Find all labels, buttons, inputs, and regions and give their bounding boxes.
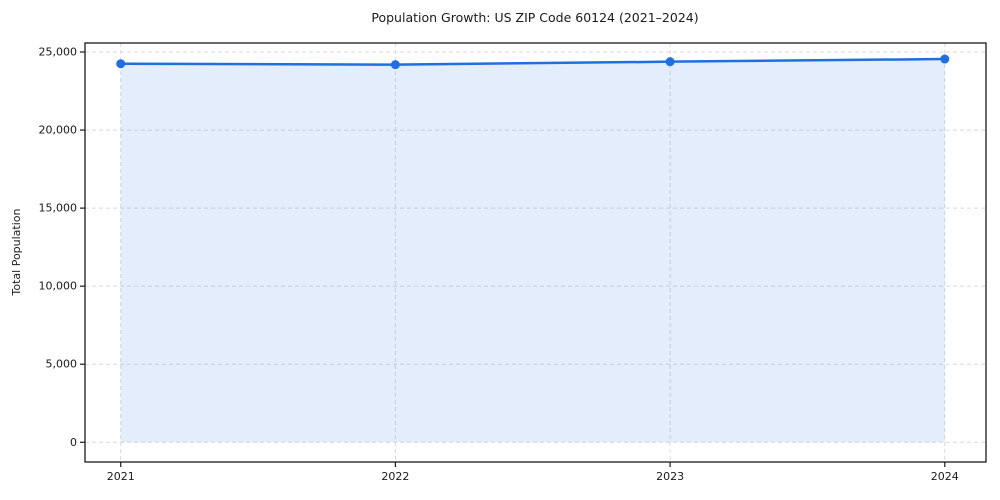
chart-title: Population Growth: US ZIP Code 60124 (20… (371, 10, 698, 25)
data-point-2022 (390, 60, 400, 70)
y-tick-label: 5,000 (46, 358, 78, 371)
y-tick-label: 15,000 (39, 202, 78, 215)
plot-area: 0 5,000 10,000 15,000 20,000 25,000 2021 2022 20… (39, 42, 987, 483)
x-tick-label: 2022 (381, 470, 409, 483)
trend-line (119, 57, 947, 66)
x-tick-label: 2024 (931, 470, 959, 483)
y-tick-label: 25,000 (39, 46, 78, 59)
y-axis-label: Total Population (10, 208, 23, 296)
area-fill (120, 59, 945, 443)
y-tick-label: 10,000 (39, 280, 78, 293)
plot-border (84, 42, 987, 463)
x-tick-label: 2023 (656, 470, 684, 483)
y-tick-label: 0 (70, 436, 77, 449)
data-point-2021 (116, 59, 126, 69)
y-tick-label: 20,000 (39, 124, 78, 137)
data-point-2024 (940, 54, 950, 64)
x-tick-label: 2021 (107, 470, 135, 483)
data-point-2023 (665, 57, 675, 67)
